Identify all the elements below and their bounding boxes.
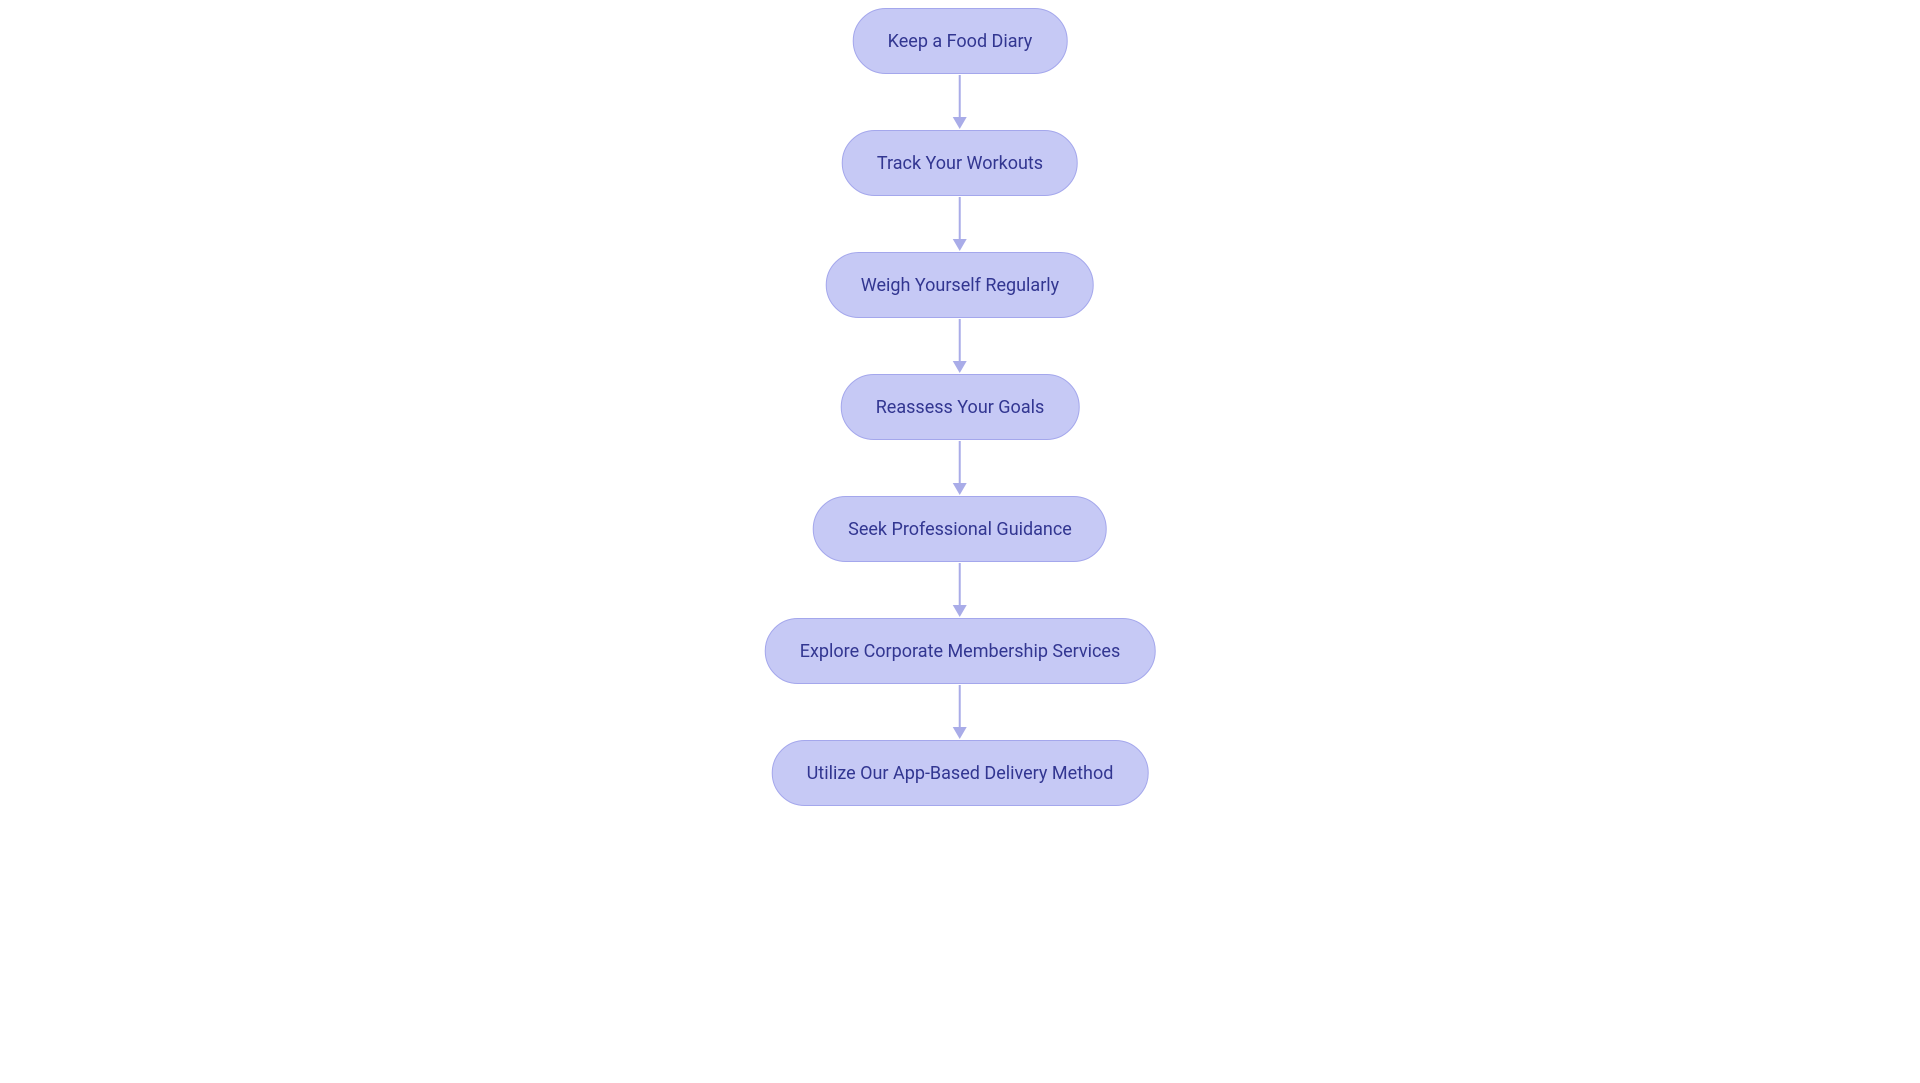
arrow-head-icon [953,483,967,495]
arrow-head-icon [953,727,967,739]
flowchart-arrow [953,684,967,740]
arrow-line [959,563,961,605]
node-label: Weigh Yourself Regularly [861,275,1059,296]
arrow-line [959,197,961,239]
flowchart-arrow [953,318,967,374]
arrow-line [959,75,961,117]
node-label: Track Your Workouts [877,153,1043,174]
arrow-head-icon [953,361,967,373]
node-label: Utilize Our App-Based Delivery Method [807,763,1114,784]
arrow-head-icon [953,605,967,617]
flowchart-node: Reassess Your Goals [841,374,1080,440]
flowchart-arrow [953,562,967,618]
flowchart-node: Keep a Food Diary [853,8,1068,74]
arrow-head-icon [953,117,967,129]
flowchart-arrow [953,196,967,252]
arrow-line [959,685,961,727]
flowchart-node: Utilize Our App-Based Delivery Method [772,740,1149,806]
flowchart-arrow [953,74,967,130]
node-label: Reassess Your Goals [876,397,1045,418]
flowchart-node: Explore Corporate Membership Services [765,618,1156,684]
node-label: Explore Corporate Membership Services [800,641,1121,662]
flowchart-node: Weigh Yourself Regularly [826,252,1094,318]
node-label: Keep a Food Diary [888,31,1033,52]
arrow-head-icon [953,239,967,251]
flowchart-node: Seek Professional Guidance [813,496,1107,562]
flowchart-arrow [953,440,967,496]
flowchart-node: Track Your Workouts [842,130,1078,196]
flowchart-container: Keep a Food Diary Track Your Workouts We… [765,8,1156,806]
node-label: Seek Professional Guidance [848,519,1072,540]
arrow-line [959,441,961,483]
arrow-line [959,319,961,361]
